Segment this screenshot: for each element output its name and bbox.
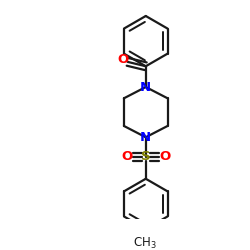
Text: O: O <box>121 150 132 164</box>
Text: O: O <box>117 53 128 66</box>
Text: N: N <box>140 131 151 144</box>
Text: O: O <box>159 150 170 164</box>
Text: N: N <box>140 80 151 94</box>
Text: S: S <box>141 150 150 164</box>
Text: CH$_3$: CH$_3$ <box>133 236 156 250</box>
